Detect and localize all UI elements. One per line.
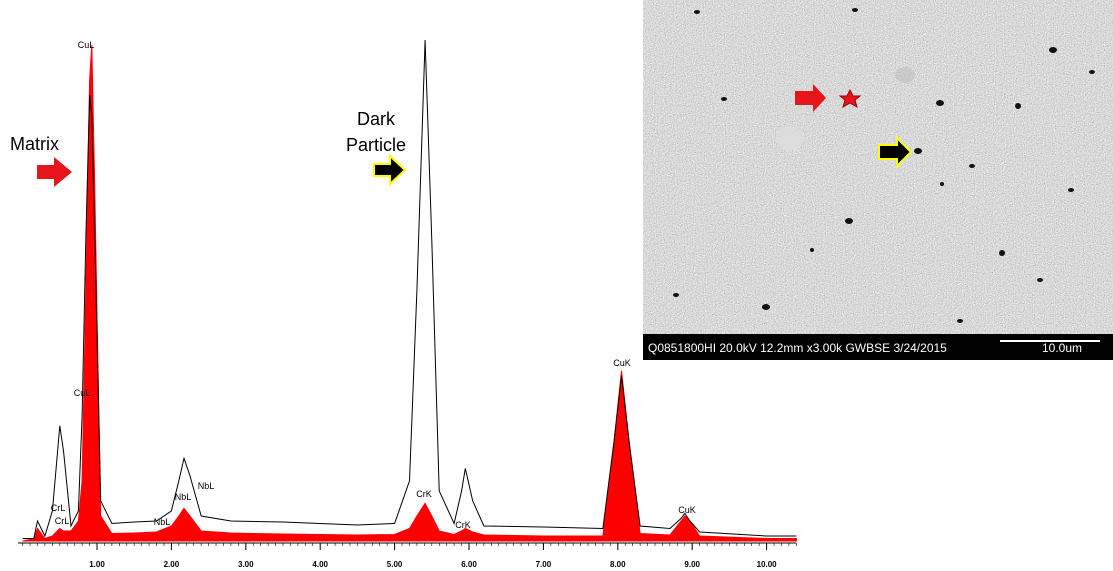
peak-label: CrL <box>55 516 70 526</box>
peak-label: CrL <box>51 503 66 513</box>
x-tick-label: 1.00 <box>89 560 105 569</box>
annotation: Dark Particle <box>336 106 416 158</box>
peak-label: CuK <box>678 505 696 515</box>
page: Q0851800HI 20.0kV 12.2mm x3.00k GWBSE 3/… <box>0 0 1113 571</box>
x-tick-label: 10.00 <box>757 560 778 569</box>
arrow <box>37 157 72 187</box>
peak-label: CrK <box>455 520 471 530</box>
annotation: Matrix <box>10 131 59 157</box>
x-tick-label: 9.00 <box>684 560 700 569</box>
peak-label: CuL <box>74 388 91 398</box>
sem-caption: Q0851800HI 20.0kV 12.2mm x3.00k GWBSE 3/… <box>648 341 947 355</box>
peak-label: NbL <box>175 492 192 502</box>
x-tick-label: 4.00 <box>312 560 328 569</box>
arrow <box>374 156 405 184</box>
x-tick-label: 8.00 <box>610 560 626 569</box>
peak-label: NbL <box>198 481 215 491</box>
peak-label: CuL <box>78 40 95 50</box>
x-tick-label: 5.00 <box>387 560 403 569</box>
peak-label: NbL <box>154 517 171 527</box>
peak-label: CuK <box>613 358 631 368</box>
chart: Q0851800HI 20.0kV 12.2mm x3.00k GWBSE 3/… <box>0 0 1113 571</box>
x-tick-label: 7.00 <box>536 560 552 569</box>
x-tick-label: 6.00 <box>461 560 477 569</box>
x-tick-label: 3.00 <box>238 560 254 569</box>
peak-label: CrK <box>416 489 432 499</box>
x-tick-label: 2.00 <box>164 560 180 569</box>
sem-texture <box>643 0 1113 334</box>
sem-image: Q0851800HI 20.0kV 12.2mm x3.00k GWBSE 3/… <box>643 0 1113 360</box>
bright-spot <box>895 67 915 83</box>
bright-spot <box>776 126 804 150</box>
scale-label: 10.0um <box>1042 341 1082 355</box>
